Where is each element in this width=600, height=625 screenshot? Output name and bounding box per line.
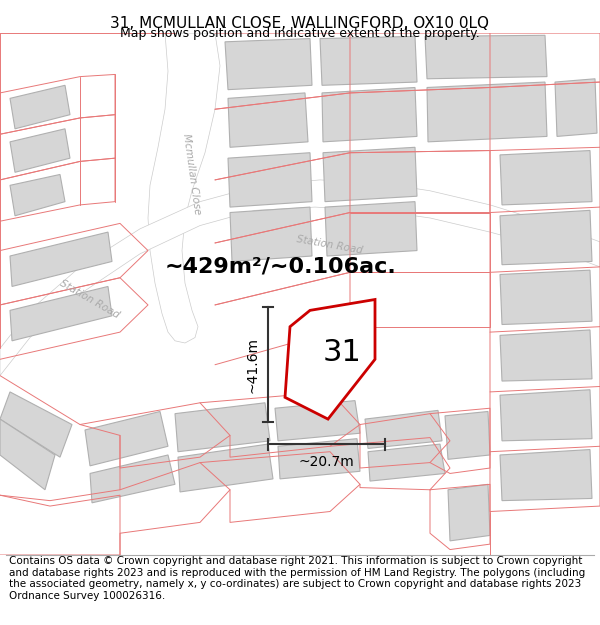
Text: 31, MCMULLAN CLOSE, WALLINGFORD, OX10 0LQ: 31, MCMULLAN CLOSE, WALLINGFORD, OX10 0L… <box>110 16 490 31</box>
Polygon shape <box>0 180 600 376</box>
Text: Station Road: Station Road <box>58 278 122 321</box>
Polygon shape <box>10 129 70 173</box>
Polygon shape <box>175 402 270 452</box>
Polygon shape <box>323 148 417 202</box>
Polygon shape <box>225 39 312 89</box>
Text: 31: 31 <box>323 338 362 366</box>
Polygon shape <box>228 152 312 207</box>
Text: ~20.7m: ~20.7m <box>299 455 355 469</box>
Polygon shape <box>500 211 592 265</box>
Polygon shape <box>90 455 175 503</box>
Polygon shape <box>275 401 360 441</box>
Polygon shape <box>285 299 375 419</box>
Text: Map shows position and indicative extent of the property.: Map shows position and indicative extent… <box>120 28 480 41</box>
Polygon shape <box>320 36 417 85</box>
Text: ~41.6m: ~41.6m <box>246 337 260 392</box>
Polygon shape <box>500 330 592 381</box>
Polygon shape <box>425 35 547 79</box>
Text: Mcmullan Close: Mcmullan Close <box>181 133 203 216</box>
Polygon shape <box>228 93 308 148</box>
Polygon shape <box>0 419 55 490</box>
Polygon shape <box>445 411 490 459</box>
Polygon shape <box>10 85 70 129</box>
Polygon shape <box>85 411 168 466</box>
Polygon shape <box>10 232 112 286</box>
Polygon shape <box>500 151 592 205</box>
Text: Station Road: Station Road <box>296 234 364 256</box>
Polygon shape <box>0 392 72 457</box>
Text: Contains OS data © Crown copyright and database right 2021. This information is : Contains OS data © Crown copyright and d… <box>9 556 585 601</box>
Polygon shape <box>500 390 592 441</box>
Polygon shape <box>368 444 445 481</box>
Polygon shape <box>500 449 592 501</box>
Polygon shape <box>230 207 312 261</box>
Text: ~429m²/~0.106ac.: ~429m²/~0.106ac. <box>165 257 397 277</box>
Polygon shape <box>448 484 490 541</box>
Polygon shape <box>325 202 417 256</box>
Polygon shape <box>322 88 417 142</box>
Polygon shape <box>427 82 547 142</box>
Polygon shape <box>148 33 220 343</box>
Polygon shape <box>500 270 592 324</box>
Polygon shape <box>178 444 273 492</box>
Polygon shape <box>10 174 65 216</box>
Polygon shape <box>555 79 597 136</box>
Polygon shape <box>278 439 360 479</box>
Polygon shape <box>365 411 442 449</box>
Polygon shape <box>10 286 112 341</box>
